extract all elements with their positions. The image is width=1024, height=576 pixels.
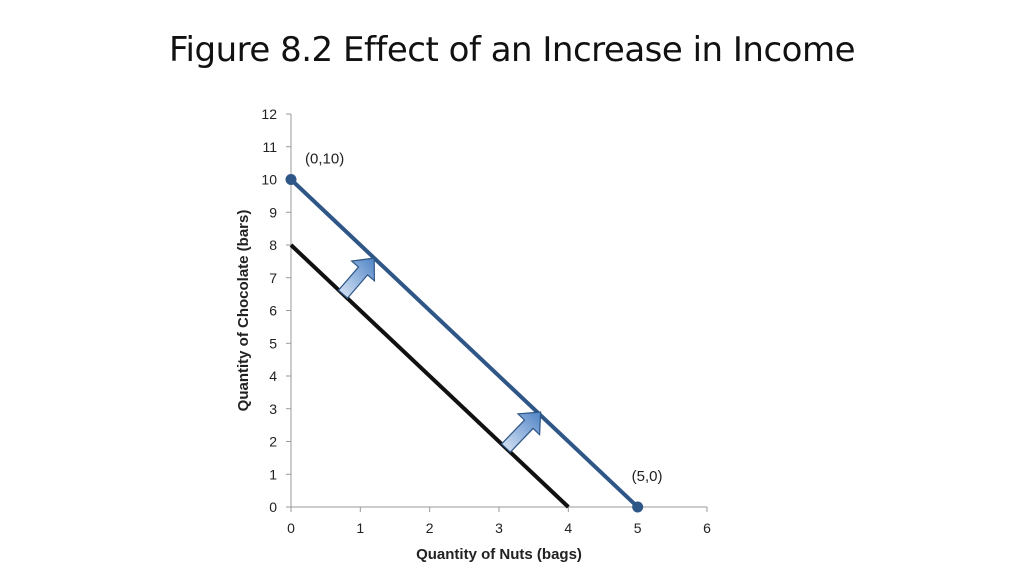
y-tick-label: 9 <box>269 204 277 220</box>
budget-line-2 <box>289 178 640 509</box>
endpoint-marker <box>632 501 644 513</box>
x-tick-label: 6 <box>703 520 711 536</box>
y-tick-label: 8 <box>269 237 277 253</box>
axes <box>290 114 707 508</box>
x-tick-label: 1 <box>356 520 364 536</box>
y-tick-label: 1 <box>269 466 277 482</box>
y-tick-label: 10 <box>261 172 277 188</box>
x-tick-label: 5 <box>634 520 642 536</box>
y-tick-label: 2 <box>269 434 277 450</box>
shift-arrow <box>500 411 542 454</box>
budget-line-1 <box>289 243 570 509</box>
y-tick-label: 4 <box>269 368 277 384</box>
x-tick-label: 4 <box>564 520 572 536</box>
x-tick-label: 3 <box>495 520 503 536</box>
annotations: (0,10) (5,0) <box>305 151 663 486</box>
point-annotation: (0,10) <box>305 151 344 168</box>
x-tick-label: 0 <box>287 520 295 536</box>
y-tick-label: 12 <box>261 106 277 122</box>
y-tick-label: 7 <box>269 270 277 286</box>
slide-title: Figure 8.2 Effect of an Increase in Inco… <box>168 30 856 70</box>
y-tick-label: 3 <box>269 401 277 417</box>
shift-arrow <box>337 257 376 299</box>
x-axis-label: Quantity of Nuts (bags) <box>416 546 582 563</box>
y-tick-label: 11 <box>262 139 277 155</box>
endpoint-marker <box>285 174 297 185</box>
y-tick-label: 5 <box>269 335 277 351</box>
y-tick-label: 0 <box>269 499 277 515</box>
point-annotation: (5,0) <box>632 468 663 485</box>
x-tick-label: 2 <box>426 520 434 536</box>
series-group <box>285 174 644 513</box>
y-tick-label: 6 <box>269 303 277 319</box>
x-axis-ticks: 0 1 2 3 4 5 6 <box>287 507 711 536</box>
y-axis-label: Quantity of Chocolate (bars) <box>235 210 252 412</box>
shift-arrows <box>337 257 542 454</box>
